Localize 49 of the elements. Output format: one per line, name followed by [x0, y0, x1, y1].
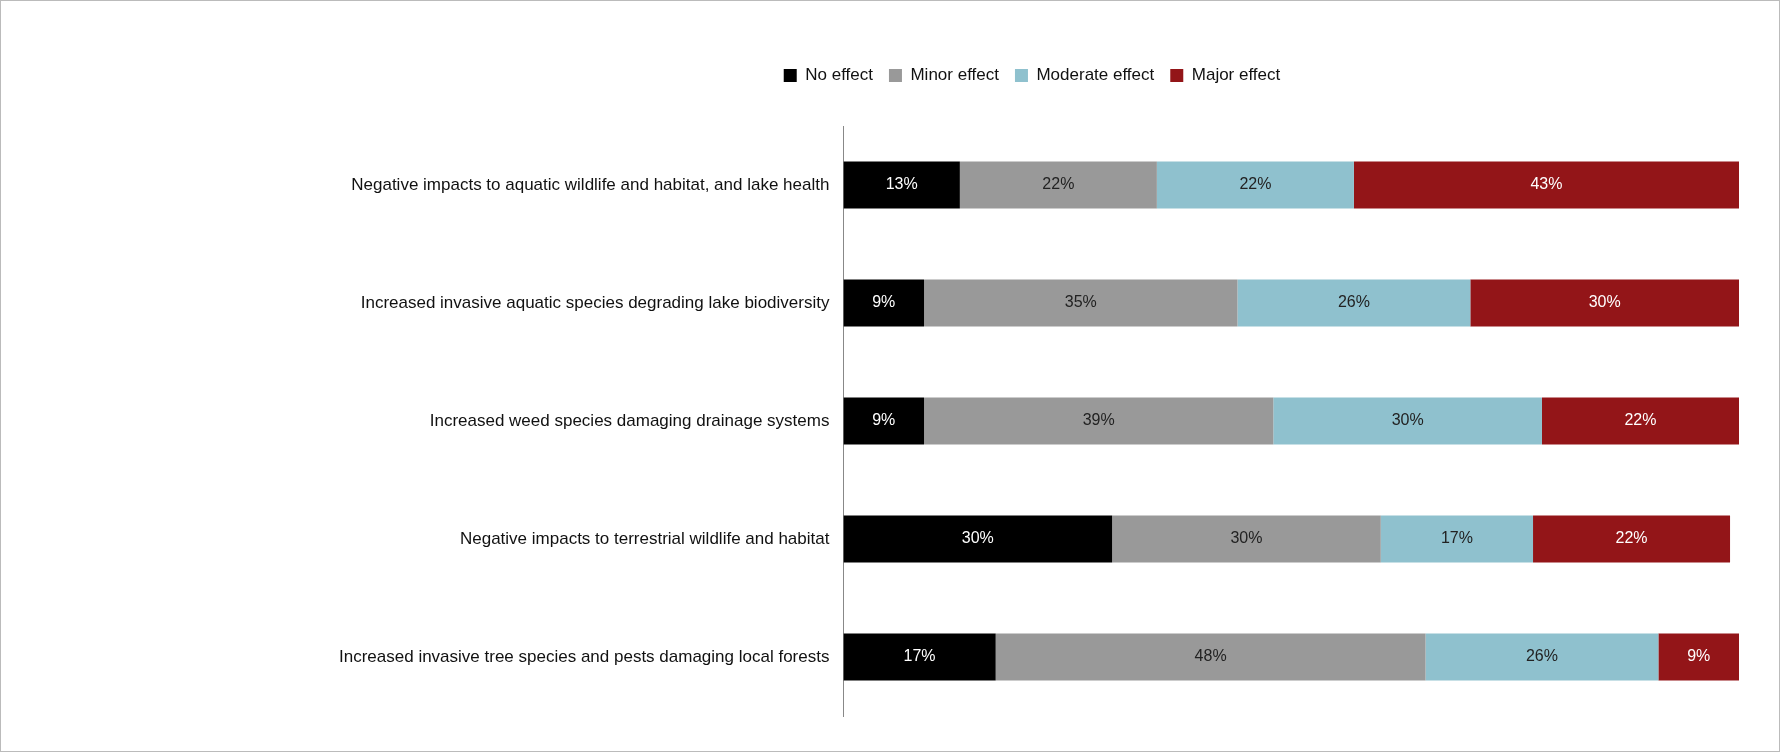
data-label: 43%: [1530, 175, 1563, 193]
legend-label: Minor effect: [910, 65, 1000, 85]
bar: [843, 397, 925, 445]
data-label: 22%: [1239, 175, 1272, 193]
bar: [1380, 515, 1534, 563]
bar: [843, 633, 996, 681]
data-label: 30%: [961, 529, 994, 547]
y-tick-label: Increased invasive tree species and pests damaging local forests: [339, 646, 830, 666]
data-label: 17%: [903, 647, 936, 665]
bar: [843, 279, 925, 327]
data-label: 13%: [885, 175, 918, 193]
data-label: 26%: [1337, 293, 1370, 311]
data-label: 26%: [1525, 647, 1558, 665]
legend-label: Major effect: [1191, 65, 1281, 85]
bar: [924, 279, 1238, 327]
bar: [843, 161, 960, 209]
data-label: 39%: [1082, 411, 1115, 429]
bar: [1112, 515, 1381, 563]
data-label: 30%: [1230, 529, 1263, 547]
data-label: 22%: [1624, 411, 1657, 429]
y-tick-label: Increased weed species damaging drainage systems: [429, 410, 830, 430]
bar: [959, 161, 1157, 209]
bar: [995, 633, 1426, 681]
bar: [1156, 161, 1354, 209]
data-label: 17%: [1440, 529, 1473, 547]
bar: [1470, 279, 1739, 327]
bar: [1353, 161, 1739, 209]
bar: [1533, 515, 1731, 563]
data-label: 9%: [872, 411, 896, 429]
bar: [1658, 633, 1739, 681]
legend-label: No effect: [805, 65, 874, 85]
data-label: 30%: [1391, 411, 1424, 429]
data-label: 48%: [1194, 647, 1227, 665]
bar: [1273, 397, 1542, 445]
bar: [843, 515, 1113, 563]
data-label: 22%: [1042, 175, 1075, 193]
data-label: 9%: [1687, 647, 1711, 665]
data-label: 35%: [1064, 293, 1097, 311]
bar: [1541, 397, 1739, 445]
bar: [1425, 633, 1659, 681]
y-tick-label: Negative impacts to aquatic wildlife and habitat, and lake health: [351, 174, 830, 194]
y-tick-label: Increased invasive aquatic species degrading lake biodiversity: [360, 292, 830, 312]
data-label: 9%: [872, 293, 896, 311]
legend-label: Moderate effect: [1036, 65, 1155, 85]
data-label: 22%: [1615, 529, 1648, 547]
y-tick-label: Negative impacts to terrestrial wildlife and habitat: [459, 528, 830, 548]
data-label: 30%: [1588, 293, 1621, 311]
bar: [924, 397, 1274, 445]
bar: [1237, 279, 1471, 327]
